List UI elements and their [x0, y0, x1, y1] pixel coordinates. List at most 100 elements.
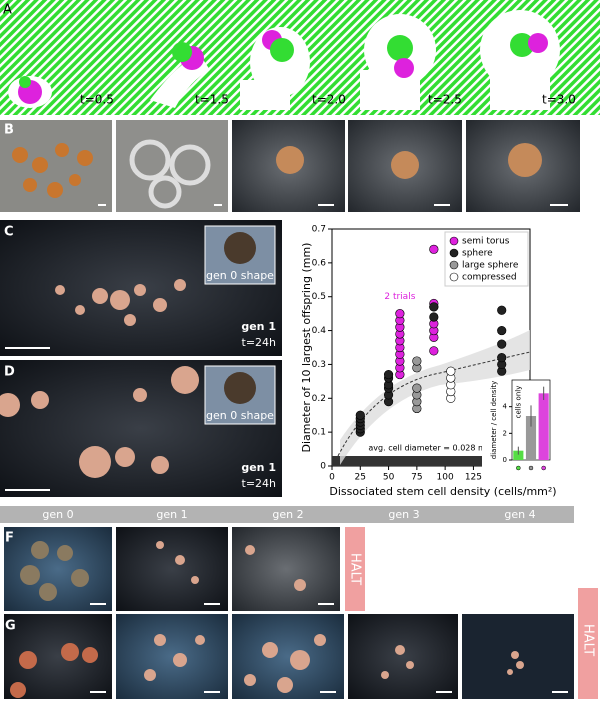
panel-label: A: [3, 3, 12, 18]
time-label: t=2.5: [428, 93, 462, 107]
photo: [232, 527, 340, 611]
time-label: t=24h: [242, 477, 277, 490]
data-point: [383, 369, 394, 380]
panel-label: B: [4, 123, 14, 138]
organoids: [12, 143, 542, 198]
y-axis-label: Diameter of 10 largest offspring (mm): [300, 243, 313, 453]
photo: [4, 527, 112, 611]
legend-label: semi torus: [462, 237, 510, 247]
generation-label: gen 3: [388, 508, 419, 521]
y-tick-label: 0.1: [312, 428, 326, 438]
data-point: [412, 356, 422, 366]
legend-label: compressed: [462, 273, 517, 283]
organism: [224, 232, 256, 264]
photo: [116, 614, 228, 699]
panel-label: D: [4, 365, 15, 380]
annotation: 2 trials: [384, 292, 415, 302]
inset-label: gen 0 shape: [206, 269, 274, 282]
panel-a: A t=0.5 t=1.5 t=2.0 t=2.5 t=3.0: [0, 0, 600, 115]
organoids: [10, 634, 524, 698]
category-marker: [528, 465, 534, 471]
legend-marker: [449, 272, 459, 282]
panel-g: HALT G: [4, 588, 598, 699]
header-bar: [0, 506, 574, 523]
inset-label: gen 0 shape: [206, 409, 274, 422]
data-point: [429, 302, 439, 312]
organoids: [0, 366, 199, 478]
legend-label: sphere: [462, 249, 493, 259]
time-label: t=3.0: [542, 93, 576, 107]
y-tick-label: 0.5: [312, 292, 326, 302]
halt-label: HALT: [348, 553, 363, 585]
photo: [0, 120, 112, 212]
organoids: [156, 541, 306, 591]
panel-c: gen 0 shape gen 1 t=24h C: [0, 220, 282, 356]
y-tick-label: 0.7: [312, 225, 326, 235]
time-label: t=2.0: [312, 93, 346, 107]
data-point: [429, 244, 439, 254]
generation-label: gen 1: [241, 320, 276, 333]
organisms: [18, 30, 548, 104]
data-point: [429, 346, 439, 356]
photo: [116, 527, 228, 611]
panel-label: C: [4, 225, 14, 240]
halt-label: HALT: [581, 624, 596, 656]
generation-label: gen 4: [504, 508, 535, 521]
legend-marker: [449, 260, 459, 270]
y-axis-label: diameter / cell density: [490, 381, 498, 459]
halt-marker: [578, 588, 598, 699]
data-point: [497, 305, 507, 315]
x-tick-label: 50: [383, 473, 395, 483]
y-tick-label: 2: [503, 429, 507, 437]
generation-label: gen 0: [42, 508, 73, 521]
cell-diameter-band: [332, 456, 530, 466]
data-point: [497, 353, 507, 363]
x-tick-label: 0: [329, 473, 335, 483]
data-point: [355, 410, 365, 420]
generation-label: gen 2: [272, 508, 303, 521]
time-label: t=1.5: [195, 93, 229, 107]
time-label: t=0.5: [80, 93, 114, 107]
data-point: [412, 383, 422, 393]
generation-header: gen 0 gen 1 gen 2 gen 3 gen 4: [0, 506, 574, 523]
panel-d: gen 0 shape gen 1 t=24h D: [0, 360, 282, 497]
x-axis-label: Dissociated stem cell density (cells/mm²…: [329, 485, 556, 498]
y-tick-label: 0.2: [312, 394, 326, 404]
category-marker: [516, 465, 521, 471]
halt-marker: [345, 527, 365, 611]
data-point: [497, 325, 507, 336]
photo: [348, 614, 458, 699]
panel-e: E avg. cell diameter = 0.028 mm025507510…: [300, 225, 557, 499]
y-tick-label: 0: [320, 462, 326, 472]
fit-band: [340, 330, 530, 465]
y-tick-label: 0.3: [312, 360, 326, 370]
legend-label: large sphere: [462, 261, 519, 271]
data-point: [497, 339, 507, 349]
organoids: [55, 279, 186, 326]
x-tick-label: 75: [411, 473, 422, 483]
generation-label: gen 1: [241, 461, 276, 474]
data-point: [446, 366, 456, 376]
x-tick-label: 25: [355, 473, 366, 483]
category-marker: [541, 465, 546, 471]
data-point: [429, 312, 439, 322]
legend-marker: [449, 248, 459, 258]
bar: [525, 416, 537, 460]
data-point: [395, 309, 405, 319]
bar: [513, 450, 524, 460]
annotation: cells only: [514, 386, 522, 419]
rings: [129, 139, 211, 209]
panel-f: HALT F: [4, 527, 365, 611]
legend-box: [444, 231, 529, 287]
generation-label: gen 1: [156, 508, 187, 521]
time-label: t=24h: [242, 336, 277, 349]
y-tick-label: 0: [503, 456, 507, 464]
panel-b: B: [0, 120, 580, 212]
y-tick-label: 0.6: [312, 258, 327, 268]
legend-marker: [449, 236, 459, 246]
organism: [224, 372, 256, 404]
panel-label: F: [5, 531, 14, 546]
x-tick-label: 125: [465, 473, 482, 483]
panel-label: G: [5, 619, 16, 634]
